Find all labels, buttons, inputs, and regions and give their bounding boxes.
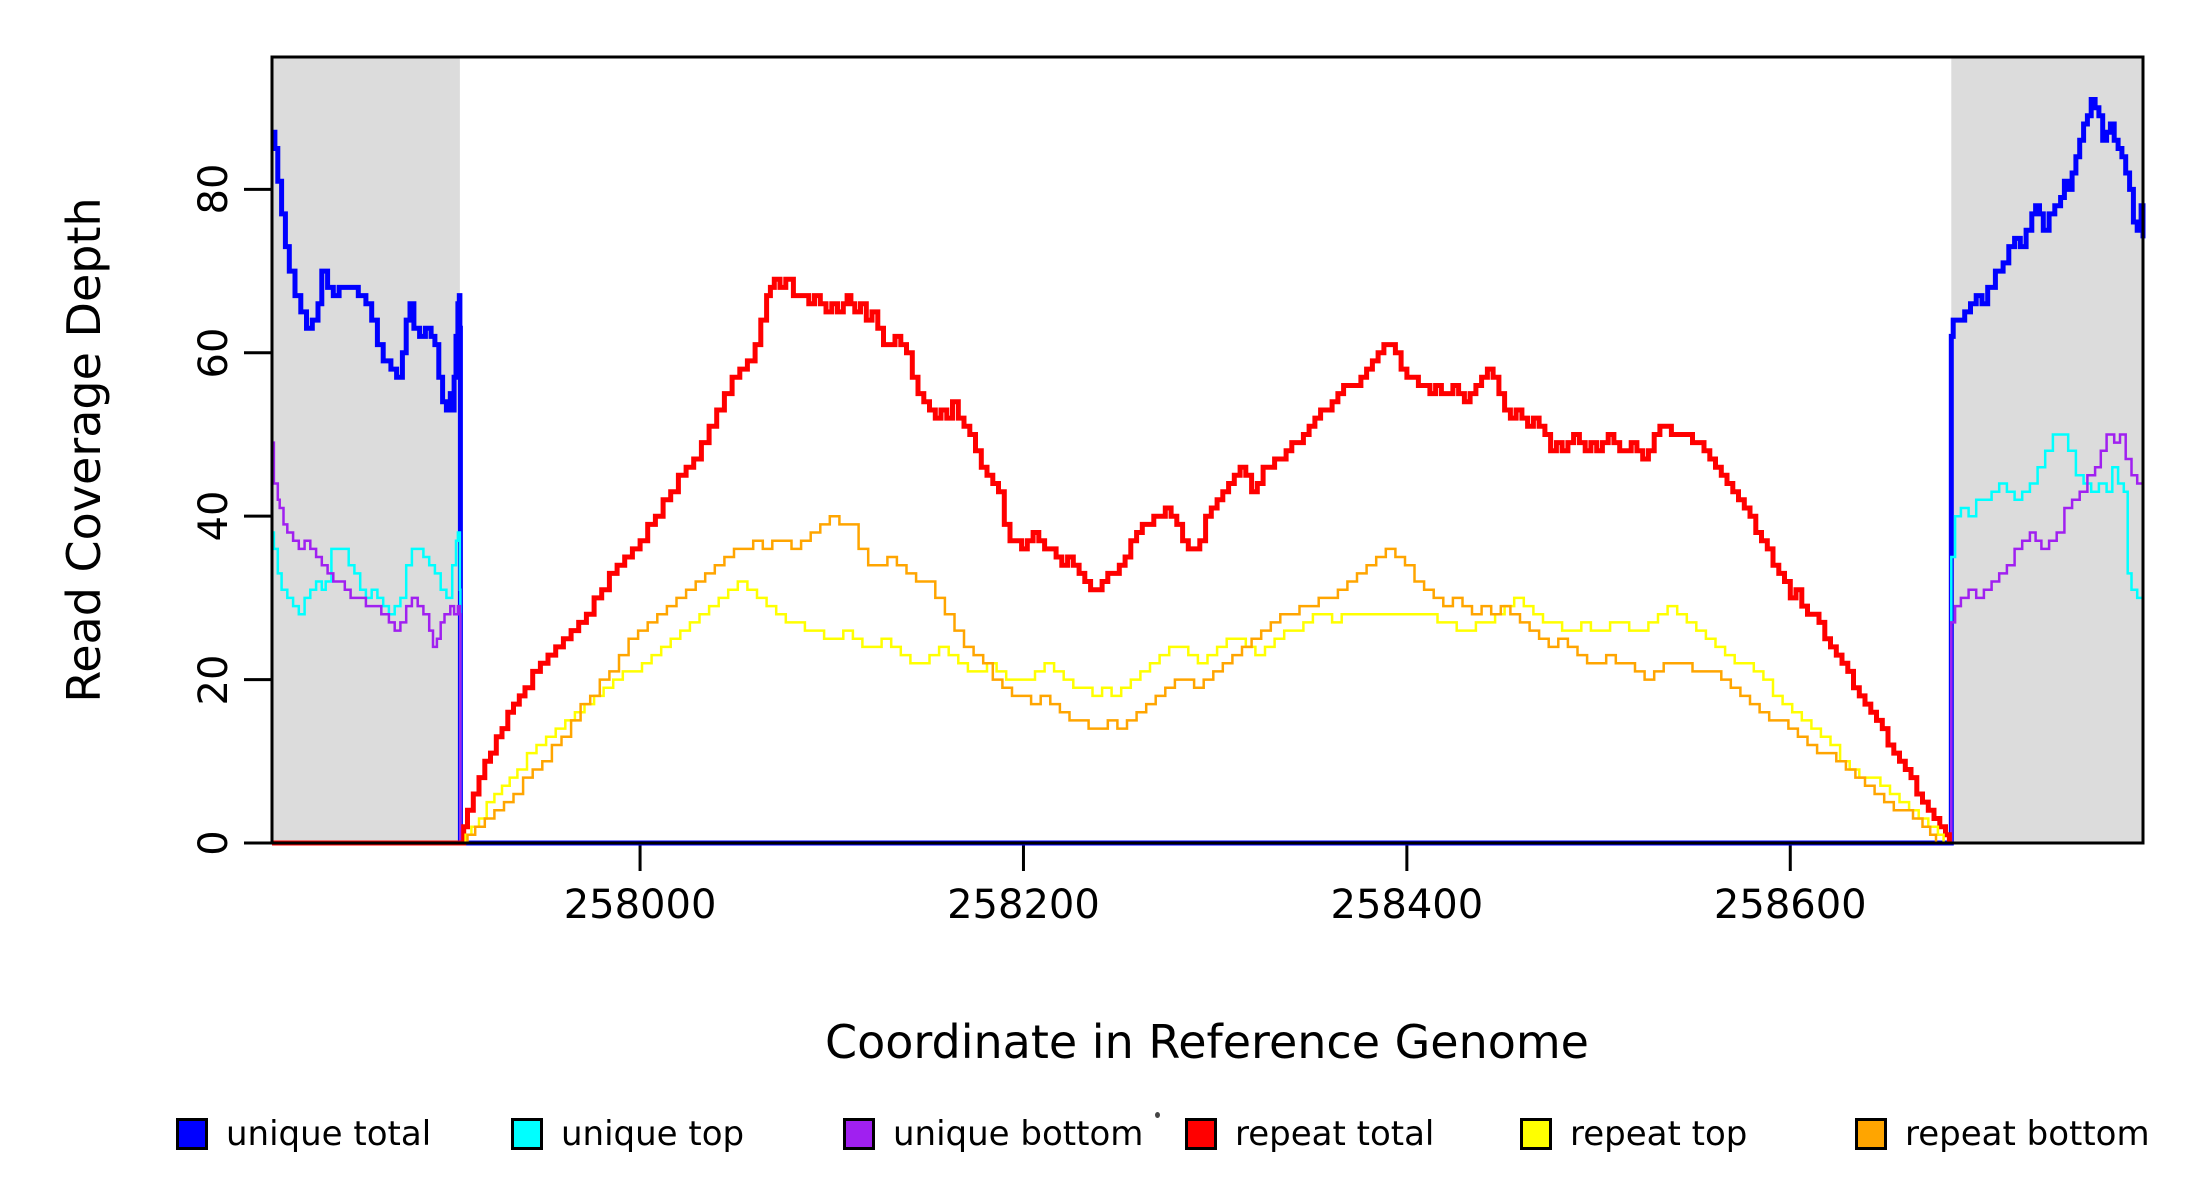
series-repeat-top — [272, 580, 1945, 845]
legend: unique total unique top unique bottom re… — [0, 1106, 2200, 1162]
legend-item-repeat-bottom: repeat bottom — [1855, 1106, 2150, 1162]
y-axis-title: Read Coverage Depth — [57, 197, 111, 703]
y-tick-label: 60 — [191, 327, 237, 379]
legend-label: repeat bottom — [1905, 1114, 2150, 1154]
legend-label: repeat total — [1235, 1114, 1435, 1154]
x-tick-label: 258600 — [1713, 882, 1867, 928]
x-tick-label: 258000 — [563, 882, 717, 928]
series-unique-total — [272, 97, 2146, 846]
shaded-regions — [272, 57, 2143, 843]
legend-label: unique top — [561, 1114, 745, 1154]
x-tick-label: 258400 — [1330, 882, 1484, 928]
y-tick-label: 20 — [191, 654, 237, 706]
series-lines — [272, 97, 2146, 846]
shaded-region — [272, 57, 460, 843]
unique-bottom-swatch-icon — [843, 1118, 875, 1150]
plot-box — [270, 55, 2145, 845]
axis-ticks — [244, 187, 1792, 871]
legend-item-unique-top: unique top — [511, 1106, 744, 1162]
x-tick-label: 258200 — [947, 882, 1100, 928]
legend-label: unique bottom — [893, 1114, 1144, 1154]
y-tick-label: 80 — [191, 163, 237, 215]
legend-item-repeat-total: repeat total — [1185, 1106, 1434, 1162]
stray-dot — [1155, 1112, 1160, 1118]
legend-item-repeat-top: repeat top — [1520, 1106, 1747, 1162]
series-unique-bottom — [272, 433, 2145, 845]
series-unique-top — [272, 433, 2145, 845]
plot-border — [270, 55, 2145, 845]
y-tick-label: 0 — [191, 830, 237, 856]
legend-item-unique-total: unique total — [176, 1106, 431, 1162]
x-axis-title: Coordinate in Reference Genome — [825, 1015, 1589, 1069]
legend-label: unique total — [226, 1114, 432, 1154]
series-repeat-bottom — [272, 514, 1938, 845]
legend-item-unique-bottom: unique bottom — [843, 1106, 1143, 1162]
repeat-total-swatch-icon — [1185, 1118, 1217, 1150]
y-tick-label: 40 — [191, 490, 237, 542]
unique-total-swatch-icon — [176, 1118, 208, 1150]
repeat-bottom-swatch-icon — [1855, 1118, 1887, 1150]
unique-top-swatch-icon — [511, 1118, 543, 1150]
repeat-top-swatch-icon — [1520, 1118, 1552, 1150]
legend-label: repeat top — [1570, 1114, 1748, 1154]
series-repeat-total — [272, 276, 1952, 846]
